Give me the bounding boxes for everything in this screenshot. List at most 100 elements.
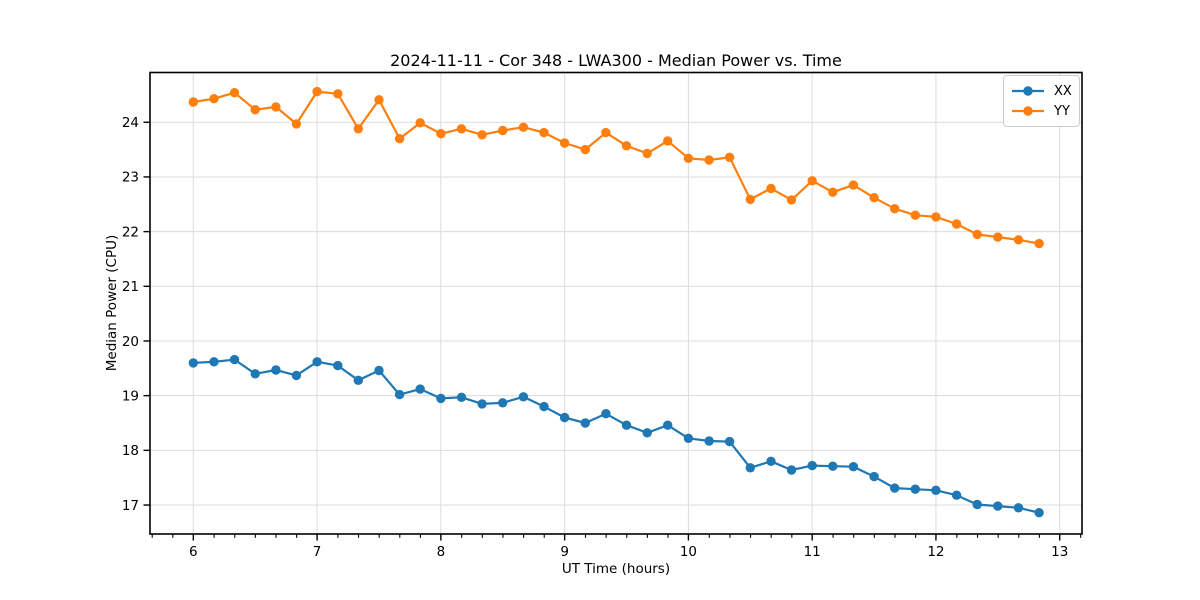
data-point-YY: [848, 180, 859, 190]
data-point-YY: [250, 105, 260, 115]
data-point-YY: [333, 89, 343, 99]
data-point-XX: [601, 409, 611, 419]
data-point-YY: [291, 119, 302, 129]
data-point-YY: [910, 210, 920, 220]
legend-item-yy: YY: [1011, 101, 1072, 121]
y-tick-label: 18: [122, 443, 139, 459]
data-point-XX: [559, 412, 570, 423]
data-point-YY: [477, 130, 487, 140]
y-tick-label: 17: [122, 498, 139, 514]
data-point-XX: [910, 484, 920, 494]
y-tick-label: 21: [122, 279, 139, 295]
data-point-XX: [229, 354, 240, 365]
data-point-YY: [415, 118, 425, 128]
data-point-XX: [642, 428, 652, 438]
series-XX: [188, 354, 1044, 518]
data-point-YY: [1013, 235, 1024, 245]
data-point-XX: [931, 485, 941, 495]
data-point-YY: [621, 141, 632, 151]
y-tick-label: 24: [122, 115, 139, 131]
data-point-YY: [704, 155, 714, 165]
data-point-YY: [683, 153, 694, 163]
data-point-YY: [188, 97, 198, 107]
data-point-XX: [807, 460, 817, 471]
data-point-XX: [271, 365, 281, 375]
data-point-YY: [539, 127, 549, 138]
data-point-YY: [229, 88, 240, 98]
series-YY: [188, 86, 1044, 249]
y-tick-label: 23: [122, 170, 139, 186]
x-tick-label: 7: [313, 544, 322, 560]
data-point-YY: [353, 124, 363, 134]
data-point-XX: [312, 357, 322, 367]
data-point-XX: [353, 375, 363, 385]
data-point-XX: [786, 465, 797, 475]
data-point-XX: [477, 399, 487, 409]
x-tick-label: 9: [560, 544, 569, 560]
y-axis-label: Median Power (CPU): [104, 234, 120, 372]
legend-line-sample-xx: [1011, 85, 1045, 97]
data-point-XX: [951, 490, 962, 500]
axes-frame: [149, 71, 1083, 535]
series-markers-XX: [188, 354, 1044, 518]
data-point-YY: [642, 148, 652, 159]
data-point-YY: [786, 195, 797, 205]
data-point-XX: [291, 370, 302, 381]
data-point-XX: [374, 365, 384, 376]
x-tick-label: 12: [927, 544, 944, 560]
data-point-XX: [209, 357, 219, 367]
x-tick-label: 6: [189, 544, 198, 560]
series-markers-YY: [188, 86, 1044, 249]
data-point-YY: [972, 229, 982, 240]
data-point-XX: [539, 401, 549, 412]
data-point-XX: [621, 420, 632, 430]
data-point-YY: [766, 183, 776, 194]
data-point-XX: [766, 456, 776, 466]
y-tick-label: 19: [122, 388, 139, 404]
data-point-XX: [869, 471, 879, 482]
data-point-XX: [456, 392, 467, 402]
chart-title: 2024-11-11 - Cor 348 - LWA300 - Median P…: [390, 51, 842, 70]
data-point-YY: [559, 138, 570, 148]
data-point-YY: [745, 194, 755, 205]
y-tick-label: 22: [122, 224, 139, 240]
data-point-XX: [890, 483, 900, 493]
data-point-XX: [415, 384, 425, 394]
x-tick-label: 13: [1051, 544, 1068, 560]
data-point-XX: [745, 463, 755, 473]
legend-item-xx: XX: [1011, 81, 1072, 101]
data-point-YY: [456, 124, 467, 134]
data-point-YY: [828, 187, 838, 197]
tick-labels: 6 7 8 9 10 11 12 13 17 18 19 20 21 22 23 24: [122, 115, 1069, 560]
data-point-YY: [209, 94, 219, 104]
y-tick-label: 20: [122, 334, 139, 350]
data-point-XX: [333, 360, 343, 371]
data-point-YY: [890, 204, 900, 214]
data-point-YY: [518, 122, 529, 132]
x-tick-label: 8: [437, 544, 446, 560]
x-tick-label: 10: [680, 544, 697, 560]
data-point-XX: [828, 461, 838, 471]
data-point-XX: [1013, 503, 1024, 513]
data-point-XX: [848, 462, 859, 472]
data-point-XX: [394, 389, 405, 400]
data-point-YY: [807, 176, 817, 186]
x-axis-label: UT Time (hours): [561, 561, 671, 577]
data-point-XX: [972, 499, 982, 510]
data-point-YY: [663, 136, 673, 146]
axis-ticks: [143, 121, 1082, 541]
series-line-YY: [192, 90, 1041, 245]
data-point-XX: [663, 420, 673, 430]
data-point-XX: [704, 436, 714, 446]
data-point-YY: [724, 152, 735, 162]
data-point-XX: [250, 369, 260, 379]
data-point-XX: [498, 398, 508, 408]
data-point-XX: [518, 392, 529, 402]
data-point-YY: [374, 95, 384, 105]
data-point-YY: [931, 212, 941, 222]
x-tick-label: 11: [804, 544, 821, 560]
data-point-YY: [312, 86, 322, 97]
legend-label: XX: [1054, 83, 1072, 99]
data-point-YY: [271, 102, 281, 112]
